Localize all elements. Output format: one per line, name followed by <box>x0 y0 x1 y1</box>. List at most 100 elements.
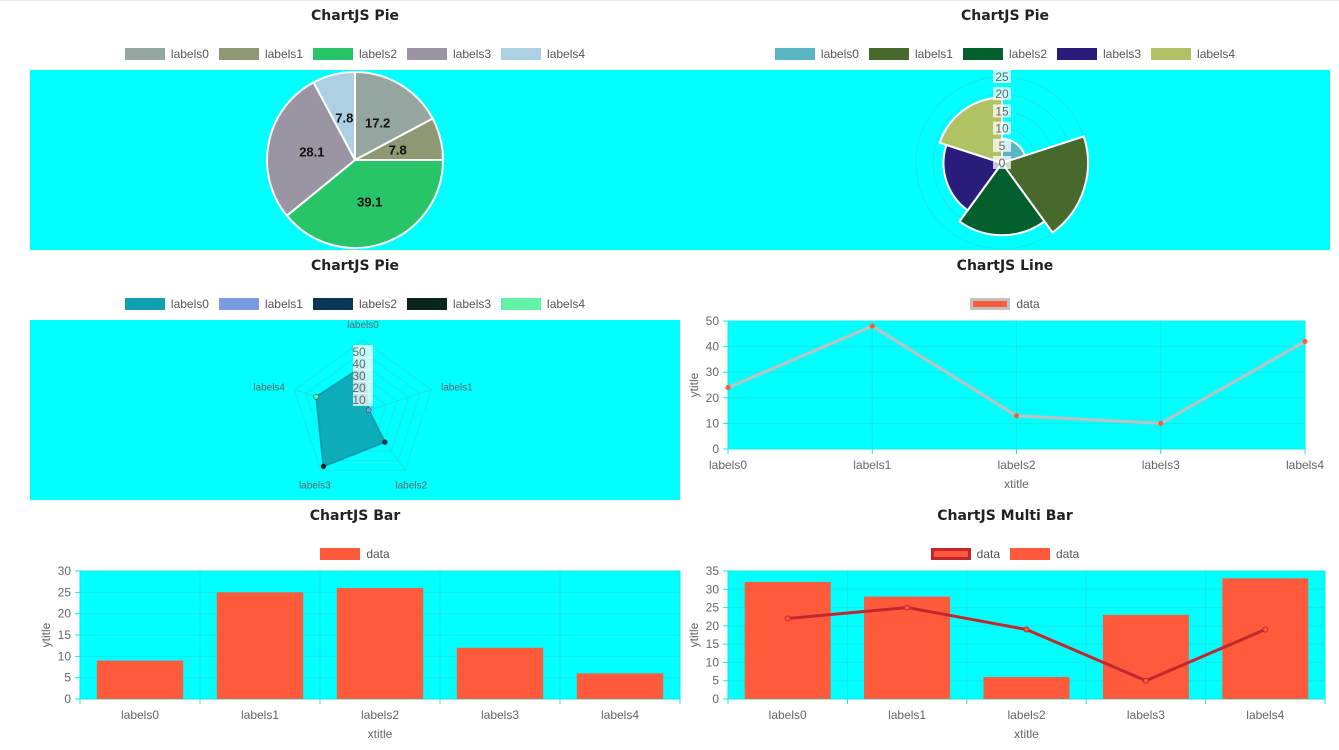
legend-label: labels4 <box>1197 47 1236 61</box>
radar-point <box>365 407 372 413</box>
y-tick-label: 50 <box>706 314 720 328</box>
line-point <box>1158 420 1164 426</box>
legend-item-labels0[interactable]: labels0 <box>124 297 209 311</box>
grid-ring <box>293 339 433 471</box>
legend-label: labels3 <box>453 47 492 61</box>
point-label: labels0 <box>347 320 379 331</box>
legend-item-labels0[interactable]: labels0 <box>774 47 859 61</box>
legend-item-labels2[interactable]: labels2 <box>962 47 1047 61</box>
data-label: 17.2 <box>365 115 390 130</box>
top-divider <box>0 0 1339 1</box>
tick-backdrop <box>993 87 1011 101</box>
legend-swatch <box>501 298 542 310</box>
radar-chart-panel: ChartJS Pie labels0 labels1 labels2 labe… <box>30 250 680 500</box>
legend-label: labels1 <box>914 47 953 61</box>
angle-line <box>362 389 432 413</box>
line-point <box>1014 413 1019 419</box>
legend-item-labels3[interactable]: labels3 <box>1057 47 1141 61</box>
legend-item-labels3[interactable]: labels3 <box>407 47 491 61</box>
x-tick-label: labels0 <box>709 458 747 472</box>
line-point <box>1302 338 1308 344</box>
y-tick-label: 10 <box>706 416 720 430</box>
y-tick-label: 25 <box>706 601 720 615</box>
legend-item-data[interactable]: data <box>320 547 390 561</box>
tick-backdrop <box>993 104 1011 118</box>
chart-legend: data <box>30 546 680 562</box>
legend-item-data-line[interactable]: data <box>930 547 1000 561</box>
legend-item-labels1[interactable]: labels1 <box>868 47 953 61</box>
legend-item-labels2[interactable]: labels2 <box>312 47 397 61</box>
x-axis-title: xtitle <box>368 727 393 741</box>
legend-swatch <box>407 48 448 60</box>
tick-backdrop <box>353 393 373 406</box>
x-axis-title: xtitle <box>1014 727 1039 741</box>
polar-segment <box>958 161 1046 237</box>
tick-backdrop <box>353 345 373 358</box>
legend-label: labels3 <box>453 297 492 311</box>
legend-swatch <box>312 48 353 60</box>
legend-label: data <box>366 547 390 561</box>
legend-swatch <box>868 48 909 60</box>
legend-label: labels1 <box>264 297 303 311</box>
y-tick-label: 0 <box>64 692 71 706</box>
line-point <box>904 604 911 611</box>
chart-title: ChartJS Bar <box>309 508 401 524</box>
legend-swatch <box>407 298 448 310</box>
y-tick-label: 0 <box>712 692 719 706</box>
legend-item-labels3[interactable]: labels3 <box>407 297 491 311</box>
legend-swatch <box>1151 48 1192 60</box>
pie-slice <box>266 81 357 218</box>
line-point <box>869 323 875 329</box>
x-tick-label: labels3 <box>1127 708 1165 722</box>
y-tick-label: 40 <box>706 340 720 354</box>
x-tick-label: labels1 <box>241 708 279 722</box>
r-tick-label: 20 <box>995 87 1009 101</box>
legend-swatch <box>320 548 361 560</box>
legend-item-data[interactable]: data <box>970 297 1040 311</box>
legend-item-labels4[interactable]: labels4 <box>501 297 585 311</box>
y-tick-label: 30 <box>58 564 72 578</box>
legend-label: labels0 <box>170 297 209 311</box>
legend-swatch <box>930 548 971 560</box>
legend-item-labels0[interactable]: labels0 <box>124 47 209 61</box>
y-tick-label: 5 <box>64 671 71 685</box>
x-tick-label: labels4 <box>1246 708 1284 722</box>
polar-area-chart-panel: ChartJS Pie labels0 labels1 labels2 labe… <box>680 0 1330 250</box>
x-tick-label: labels4 <box>1286 458 1324 472</box>
legend-label: labels2 <box>358 297 398 311</box>
chart-legend: data <box>680 296 1330 312</box>
chart-legend: labels0 labels1 labels2 labels3 labels4 <box>30 296 680 312</box>
y-tick-label: 30 <box>706 582 720 596</box>
legend-item-labels1[interactable]: labels1 <box>218 297 303 311</box>
r-tick-label: 10 <box>352 393 366 407</box>
line-point <box>1142 677 1149 684</box>
legend-item-labels2[interactable]: labels2 <box>312 297 398 311</box>
legend-item-data-bar[interactable]: data <box>1010 547 1079 561</box>
x-tick-label: labels3 <box>1142 458 1180 472</box>
y-tick-label: 10 <box>58 649 72 663</box>
y-tick-label: 15 <box>706 637 720 651</box>
bar <box>576 673 664 699</box>
y-tick-label: 30 <box>706 365 720 379</box>
multi-bar-chart: 0 5 10 15 20 25 30 35 labels0 labels1 labels2 label… <box>687 564 1326 741</box>
legend-swatch <box>124 48 165 60</box>
line-chart: 0 10 20 30 40 50 labels0 labels1 labels2 labels3 l… <box>687 314 1324 491</box>
chart-title: ChartJS Pie <box>310 258 399 274</box>
legend-item-labels4[interactable]: labels4 <box>1151 47 1235 61</box>
legend-label: labels1 <box>264 47 303 61</box>
y-tick-label: 0 <box>712 442 719 456</box>
chart-title: ChartJS Multi Bar <box>937 508 1073 524</box>
y-tick-label: 20 <box>58 607 72 621</box>
legend-item-labels1[interactable]: labels1 <box>218 47 303 61</box>
legend-label: data <box>1016 297 1040 311</box>
tick-backdrop <box>993 70 1011 83</box>
legend-label: labels3 <box>1103 47 1142 61</box>
legend-swatch <box>1057 48 1098 60</box>
legend-swatch <box>218 298 259 310</box>
data-label: 39.1 <box>357 194 382 209</box>
radar-point <box>320 463 327 470</box>
legend-item-labels4[interactable]: labels4 <box>501 47 585 61</box>
pie-slice <box>312 70 356 161</box>
chart-legend: labels0 labels1 labels2 labels3 labels4 <box>30 46 680 62</box>
